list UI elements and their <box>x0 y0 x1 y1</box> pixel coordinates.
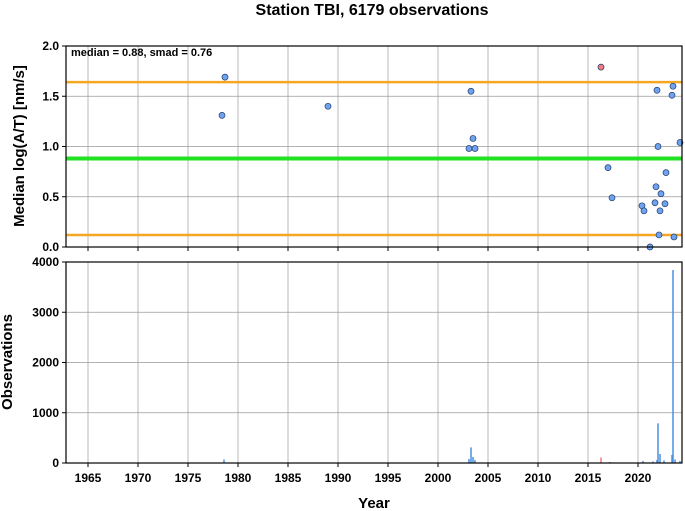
observation-bar <box>674 459 676 463</box>
y-tick-label: 3000 <box>32 305 59 319</box>
x-tick-label: 2010 <box>525 471 552 485</box>
x-tick-label: 1995 <box>375 471 402 485</box>
data-point <box>608 194 616 202</box>
year-x-ticks: 1965 1970 1975 1980 1985 1990 1995 2000 2005 2010… <box>75 471 652 485</box>
amplitude-y-ticks: 0.0 0.5 1.0 1.5 2.0 <box>42 39 66 254</box>
data-point <box>467 87 475 95</box>
y-tick-label: 4000 <box>32 255 59 269</box>
observation-bar <box>642 460 644 463</box>
observation-bar <box>672 270 674 463</box>
data-point <box>668 91 676 99</box>
observations-y-ticks: 0 1000 2000 3000 4000 <box>32 255 66 470</box>
amplitude-grid <box>66 45 682 251</box>
observations-grid <box>66 261 682 467</box>
data-point <box>655 231 663 239</box>
y-tick-label: 1.0 <box>42 140 59 154</box>
reference-lines <box>66 80 682 237</box>
x-tick-label: 1970 <box>125 471 152 485</box>
amplitude-panel: 0.0 0.5 1.0 1.5 2.0 median = 0.88, smad = 0.… <box>11 39 684 254</box>
chart-title: Station TBI, 6179 observations <box>256 2 489 19</box>
observation-bar <box>600 457 602 463</box>
x-tick-label: 2015 <box>575 471 602 485</box>
observation-bar <box>659 453 661 463</box>
data-point <box>471 145 479 152</box>
median-smad-annotation: median = 0.88, smad = 0.76 <box>71 47 212 59</box>
y-tick-label: 2000 <box>32 356 59 370</box>
amplitude-y-axis-label: Median log(A/T) [nm/s] <box>11 65 28 227</box>
data-point <box>670 233 678 241</box>
x-tick-label: 1980 <box>225 471 252 485</box>
y-tick-label: 0.0 <box>42 240 59 254</box>
data-point <box>654 143 662 150</box>
y-tick-label: 0.5 <box>42 190 59 204</box>
data-point <box>465 145 473 152</box>
observation-bar <box>472 456 474 463</box>
observation-bar <box>656 459 658 463</box>
y-tick-label: 0 <box>52 456 59 470</box>
observations-y-axis-label: Observations <box>0 314 16 410</box>
y-tick-label: 1000 <box>32 406 59 420</box>
amplitude-points <box>218 63 684 251</box>
observation-bar <box>657 423 659 463</box>
observations-bars <box>223 270 681 463</box>
x-tick-label: 1985 <box>275 471 302 485</box>
x-tick-label: 1975 <box>175 471 202 485</box>
data-point <box>469 135 477 142</box>
observation-bar <box>223 459 225 463</box>
data-point <box>640 207 648 215</box>
observation-bar <box>468 458 470 463</box>
data-point <box>656 207 664 215</box>
data-point <box>218 111 226 119</box>
x-tick-label: 1965 <box>75 471 102 485</box>
data-point <box>221 73 229 81</box>
y-tick-label: 2.0 <box>42 39 59 53</box>
x-tick-label: 1990 <box>325 471 352 485</box>
data-point <box>661 200 669 208</box>
observation-bar <box>652 461 654 463</box>
data-point <box>597 63 605 71</box>
data-point <box>657 190 665 198</box>
x-tick-label: 2005 <box>475 471 502 485</box>
x-tick-label: 2020 <box>625 471 652 485</box>
data-point <box>324 102 332 110</box>
data-point <box>653 86 661 94</box>
data-point <box>662 169 670 176</box>
x-axis-label: Year <box>358 495 390 511</box>
observation-bar <box>679 460 681 463</box>
data-point <box>651 199 659 207</box>
data-point <box>652 183 660 191</box>
x-tick-label: 2000 <box>425 471 452 485</box>
observation-bar <box>663 460 665 463</box>
y-tick-label: 1.5 <box>42 89 59 103</box>
data-point <box>604 164 612 171</box>
observation-bar <box>474 459 476 463</box>
observation-bar <box>470 447 472 463</box>
observation-bar <box>671 454 673 463</box>
data-point <box>669 82 677 90</box>
